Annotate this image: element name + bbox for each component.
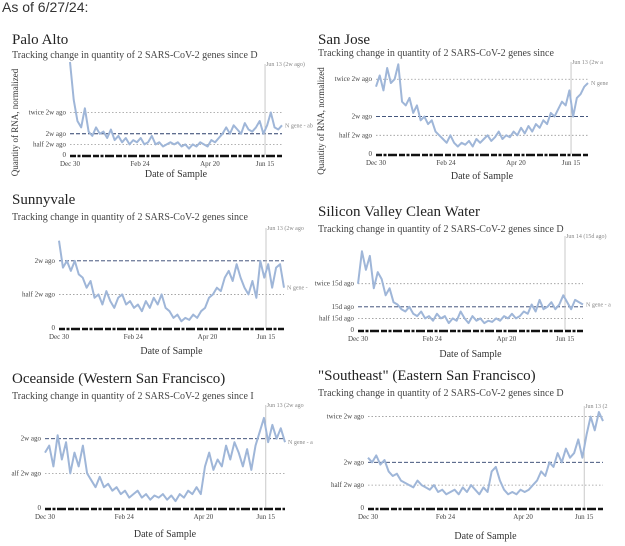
chart-plot: 0 half 2w ago 2w ago twice 2w ago Jun 13 (2 D… xyxy=(327,403,608,542)
x-tick-label: Apr 20 xyxy=(194,513,214,521)
series-line xyxy=(44,416,286,503)
chart-title: Palo Alto xyxy=(12,32,69,48)
series-line xyxy=(357,250,584,325)
x-tick-label: Dec 30 xyxy=(60,160,81,168)
y-tick-label: half 2w ago xyxy=(331,481,365,489)
y-tick-label: twice 2w ago xyxy=(327,413,365,421)
chart-plot: 0 alf 2w ago 2w ago Jun 13 (2w ago N gene - … xyxy=(11,402,313,540)
series-line xyxy=(69,61,283,150)
x-axis-label: Date of Sample xyxy=(439,349,502,360)
chart-title: Sunnyvale xyxy=(12,192,76,208)
chart-oceanside: Oceanside (Western San Francisco) Trackin… xyxy=(11,371,313,543)
y-tick-label: 2w ago xyxy=(344,458,365,466)
x-tick-label: Jun 15 xyxy=(256,160,275,168)
y-tick-label: 0 xyxy=(361,504,365,512)
chart-sunnyvale: Sunnyvale Tracking change in quantity of … xyxy=(12,192,312,360)
marker-label: Jun 13 (2w ago xyxy=(267,225,304,232)
x-tick-label: Dec 30 xyxy=(35,513,56,521)
y-tick-label: 0 xyxy=(38,504,42,512)
x-tick-label: Feb 24 xyxy=(130,160,150,168)
chart-plot: 0 half 2w ago 2w ago twice 2w ago Jun 13 (2w… xyxy=(316,59,608,182)
y-tick-label: 0 xyxy=(369,150,373,158)
x-axis-label: Date of Sample xyxy=(454,531,517,542)
x-tick-label: Dec 30 xyxy=(366,159,387,167)
chart-title: San Jose xyxy=(318,32,371,48)
x-tick-label: Jun 15 xyxy=(562,159,581,167)
chart-southeast: "Southeast" (Eastern San Francisco) Track… xyxy=(318,368,623,543)
chart-subtitle: Tracking change in quantity of 2 SARS-Co… xyxy=(318,388,564,399)
x-tick-label: Apr 20 xyxy=(198,333,218,341)
chart-title: "Southeast" (Eastern San Francisco) xyxy=(318,368,536,384)
as-of-date: As of 6/27/24: xyxy=(2,0,89,15)
marker-label: Jun 13 (2w ago xyxy=(267,402,304,409)
y-tick-label: half 2w ago xyxy=(22,290,56,298)
y-tick-label: half 2w ago xyxy=(339,131,373,139)
chart-palo-alto: Palo Alto Tracking change in quantity of … xyxy=(10,32,313,192)
y-tick-label: half 2w ago xyxy=(33,140,67,148)
x-tick-label: Dec 30 xyxy=(49,333,70,341)
y-tick-label: 2w ago xyxy=(46,130,67,138)
marker-label: Jun 14 (15d ago) xyxy=(566,233,607,240)
y-tick-label: twice 15d ago xyxy=(315,280,355,288)
x-tick-label: Apr 20 xyxy=(497,335,517,343)
series-line xyxy=(375,63,589,148)
x-tick-label: Dec 30 xyxy=(348,335,369,343)
x-axis-label: Date of Sample xyxy=(451,171,514,182)
y-tick-label: 2w ago xyxy=(21,435,42,443)
x-axis-label: Date of Sample xyxy=(134,529,197,540)
x-tick-label: Feb 24 xyxy=(124,333,144,341)
x-tick-label: Apr 20 xyxy=(200,160,220,168)
series-label: N gene xyxy=(591,81,608,87)
chart-plot: 0 half 2w ago 2w ago Jun 13 (2w ago N gene -… xyxy=(22,225,308,357)
y-tick-label: 15d ago xyxy=(332,303,355,311)
y-tick-label: 0 xyxy=(351,326,355,334)
x-tick-label: Jun 15 xyxy=(575,513,594,521)
chart-silicon-valley-clean-water: Silicon Valley Clean Water Tracking chang… xyxy=(315,204,618,364)
y-tick-label: 2w ago xyxy=(352,113,373,121)
y-tick-label: twice 2w ago xyxy=(29,109,67,117)
x-tick-label: Jun 15 xyxy=(257,333,276,341)
y-tick-label: 0 xyxy=(63,151,67,159)
x-tick-label: Feb 24 xyxy=(436,159,456,167)
chart-plot: 0 half 2w ago 2w ago twice 2w ago Jun 13 (2w… xyxy=(10,61,313,180)
x-tick-label: Apr 20 xyxy=(513,513,533,521)
chart-plot: 0 half 15d ago 15d ago twice 15d ago Jun 14 … xyxy=(315,233,611,360)
x-axis-label: Date of Sample xyxy=(145,169,208,180)
x-tick-label: Jun 15 xyxy=(556,335,575,343)
chart-subtitle: Tracking change in quantity of 2 SARS-Co… xyxy=(318,48,554,59)
marker-label: Jun 13 (2w a xyxy=(572,59,603,66)
chart-subtitle: Tracking change in quantity of 2 SARS-Co… xyxy=(12,391,254,402)
y-tick-label: alf 2w ago xyxy=(11,469,41,477)
chart-title: Oceanside (Western San Francisco) xyxy=(12,371,226,387)
y-tick-label: twice 2w ago xyxy=(335,75,373,83)
y-axis-label: Quantity of RNA, normalized xyxy=(10,68,20,176)
series-line xyxy=(367,411,604,496)
series-line xyxy=(58,240,285,323)
marker-label: Jun 13 (2w ago) xyxy=(266,61,305,68)
y-axis-label: Quantity of RNA, normalized xyxy=(316,67,326,175)
y-tick-label: 2w ago xyxy=(35,257,56,265)
chart-subtitle: Tracking change in quantity of 2 SARS-Co… xyxy=(318,224,564,235)
chart-title: Silicon Valley Clean Water xyxy=(318,204,480,220)
x-tick-label: Jun 15 xyxy=(257,513,276,521)
x-tick-label: Apr 20 xyxy=(506,159,526,167)
x-tick-label: Feb 24 xyxy=(436,513,456,521)
x-tick-label: Feb 24 xyxy=(423,335,443,343)
x-tick-label: Feb 24 xyxy=(115,513,135,521)
series-label: N gene - a xyxy=(586,303,611,309)
chart-subtitle: Tracking change in quantity of 2 SARS-Co… xyxy=(12,212,248,223)
x-axis-label: Date of Sample xyxy=(140,346,203,357)
series-label: N gene - ab xyxy=(285,123,313,129)
series-label: N gene - xyxy=(287,286,308,292)
series-label: N gene - a xyxy=(288,440,313,446)
x-tick-label: Dec 30 xyxy=(358,513,379,521)
marker-label: Jun 13 (2 xyxy=(585,403,607,410)
y-tick-label: 0 xyxy=(52,324,56,332)
y-tick-label: half 15d ago xyxy=(319,314,354,322)
chart-subtitle: Tracking change in quantity of 2 SARS-Co… xyxy=(12,50,258,61)
chart-san-jose: San Jose Tracking change in quantity of 2… xyxy=(316,32,618,192)
